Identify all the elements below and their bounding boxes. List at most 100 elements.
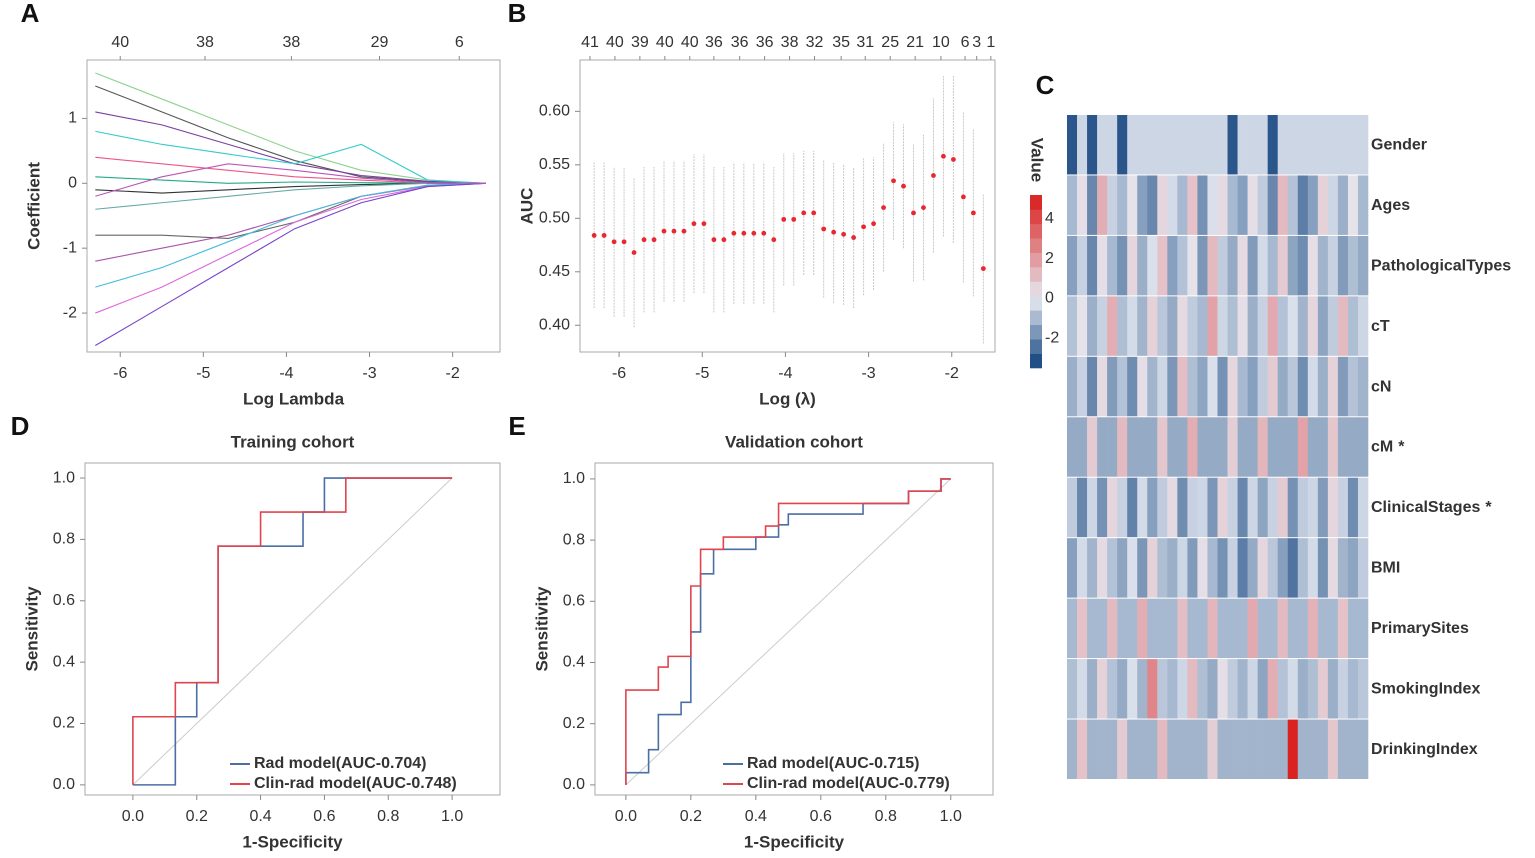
- heatmap-cell: [1297, 296, 1309, 356]
- heatmap-cell: [1337, 659, 1349, 719]
- row-label: BMI: [1371, 560, 1400, 577]
- mean-point: [891, 178, 896, 184]
- heatmap-cell: [1157, 477, 1168, 538]
- heatmap-cell: [1067, 175, 1078, 235]
- heatmap-cell: [1277, 477, 1289, 538]
- heatmap-cell: [1137, 538, 1148, 598]
- heatmap-cell: [1107, 175, 1118, 235]
- colorbar-tick-label: 2: [1045, 250, 1054, 267]
- colorbar-step: [1030, 353, 1042, 369]
- row-label: cN: [1371, 378, 1391, 395]
- top-tick-label: 40: [606, 34, 624, 51]
- x-tick-label: -6: [612, 365, 626, 382]
- heatmap-cell: [1097, 477, 1108, 538]
- heatmap-cell: [1277, 719, 1289, 779]
- top-tick-label: 38: [781, 34, 799, 51]
- heatmap-cell: [1117, 477, 1128, 538]
- top-tick-label: 1: [986, 34, 995, 51]
- heatmap-cell: [1127, 659, 1138, 719]
- heatmap-cell: [1197, 417, 1208, 477]
- heatmap-cell: [1357, 659, 1369, 719]
- heatmap-cell: [1257, 115, 1268, 175]
- heatmap-cell: [1127, 356, 1138, 417]
- mean-point: [761, 230, 767, 236]
- y-tick-label: -2: [63, 304, 77, 321]
- heatmap-cell: [1077, 659, 1088, 719]
- row-label: ClinicalStages: [1371, 499, 1480, 516]
- heatmap-cell: [1287, 477, 1299, 538]
- heatmap-cell: [1207, 477, 1218, 538]
- heatmap-cell: [1167, 417, 1178, 477]
- heatmap-cell: [1067, 598, 1078, 659]
- heatmap-cell: [1157, 175, 1168, 235]
- mean-point: [911, 210, 916, 216]
- heatmap-cell: [1167, 719, 1178, 779]
- heatmap-cell: [1247, 719, 1258, 779]
- heatmap-cell: [1287, 659, 1299, 719]
- colorbar-step: [1030, 324, 1042, 340]
- mean-point: [751, 230, 757, 236]
- heatmap-cell: [1127, 175, 1138, 235]
- heatmap-cell: [1357, 296, 1369, 356]
- mean-point: [741, 230, 747, 236]
- heatmap-cell: [1327, 598, 1339, 659]
- heatmap-cell: [1297, 356, 1309, 417]
- heatmap-cell: [1237, 477, 1248, 538]
- heatmap-cell: [1197, 659, 1208, 719]
- mean-point: [671, 228, 677, 234]
- heatmap-cell: [1157, 659, 1168, 719]
- heatmap-cell: [1147, 356, 1158, 417]
- heatmap-cell: [1187, 235, 1198, 296]
- heatmap-cell: [1277, 659, 1289, 719]
- y-tick-label: 0.8: [563, 531, 585, 548]
- heatmap-cell: [1207, 417, 1218, 477]
- heatmap-cell: [1127, 538, 1138, 598]
- heatmap-cell: [1357, 175, 1369, 235]
- heatmap-cell: [1097, 417, 1108, 477]
- series-line: [95, 72, 486, 184]
- row-label: cM: [1371, 439, 1393, 456]
- heatmap-cell: [1197, 598, 1208, 659]
- heatmap-cell: [1127, 296, 1138, 356]
- heatmap-cell: [1347, 115, 1359, 175]
- heatmap-cell: [1317, 598, 1329, 659]
- mean-point: [960, 194, 966, 200]
- heatmap-cell: [1097, 235, 1108, 296]
- panel-label: E: [508, 411, 525, 441]
- heatmap-cell: [1177, 356, 1188, 417]
- x-tick-label: 1.0: [940, 808, 962, 825]
- mean-point: [591, 233, 597, 238]
- top-tick-label: 35: [832, 34, 850, 51]
- heatmap-cell: [1217, 296, 1228, 356]
- heatmap-cell: [1227, 598, 1238, 659]
- heatmap-cell: [1147, 296, 1158, 356]
- heatmap-cell: [1357, 538, 1369, 598]
- panel-label: A: [21, 0, 40, 28]
- mean-point: [601, 233, 607, 238]
- heatmap-cell: [1247, 598, 1258, 659]
- heatmap-cell: [1207, 356, 1218, 417]
- plot-frame: [594, 462, 994, 796]
- heatmap-cell: [1107, 659, 1118, 719]
- x-tick-label: 0.8: [377, 808, 399, 825]
- heatmap-cell: [1097, 296, 1108, 356]
- heatmap-cell: [1337, 538, 1349, 598]
- row-label: SmokingIndex: [1371, 681, 1480, 698]
- top-tick-label: 10: [932, 34, 950, 51]
- heatmap-cell: [1337, 598, 1349, 659]
- x-tick-label: 0.8: [875, 808, 897, 825]
- y-tick-label: 0.55: [539, 156, 570, 173]
- heatmap-cell: [1317, 356, 1329, 417]
- heatmap-cell: [1247, 417, 1258, 477]
- heatmap-cell: [1307, 659, 1319, 719]
- mean-point: [941, 153, 946, 159]
- colorbar-title: Value: [1028, 138, 1047, 182]
- heatmap-cell: [1137, 719, 1148, 779]
- mean-point: [901, 183, 906, 189]
- heatmap-cell: [1197, 477, 1208, 538]
- mean-point: [791, 216, 797, 222]
- top-tick-label: 6: [455, 34, 464, 51]
- heatmap-cell: [1337, 175, 1349, 235]
- heatmap-cell: [1197, 296, 1208, 356]
- heatmap-cell: [1257, 356, 1268, 417]
